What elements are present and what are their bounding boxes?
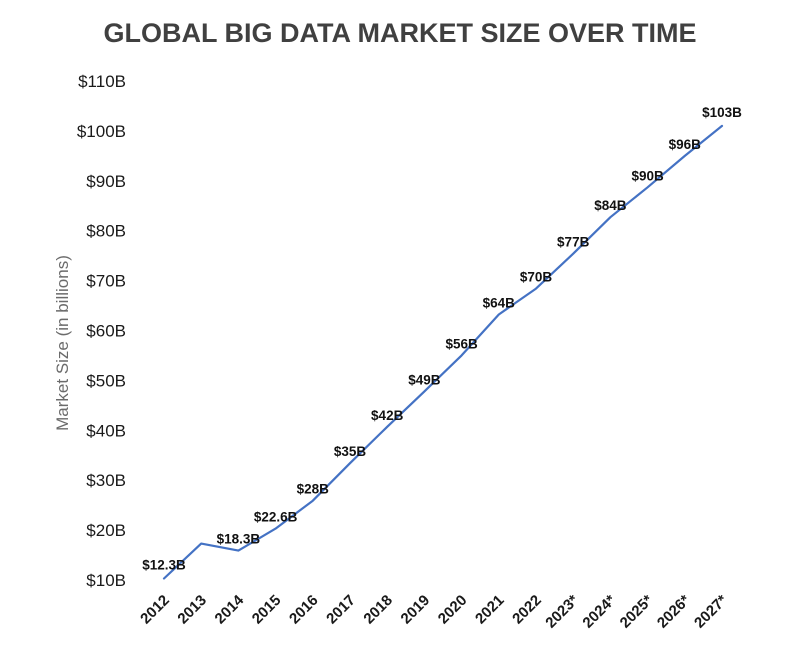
y-tick-label: $30B bbox=[86, 471, 126, 490]
series-line bbox=[162, 124, 724, 580]
data-label: $35B bbox=[334, 444, 367, 459]
y-tick-label: $90B bbox=[86, 172, 126, 191]
data-labels: $12.3B $18.3B $22.6B $28B $35B $42B $49B $56B $6… bbox=[142, 105, 742, 573]
data-label: $70B bbox=[520, 270, 553, 285]
data-label: $96B bbox=[669, 137, 702, 152]
x-tick-label: 2014 bbox=[212, 591, 248, 627]
x-tick-label: 2013 bbox=[174, 592, 210, 628]
y-tick-label: $50B bbox=[86, 371, 126, 390]
y-tick-label: $100B bbox=[77, 122, 126, 141]
y-tick-label: $110B bbox=[78, 72, 126, 91]
x-tick-label: 2020 bbox=[435, 592, 471, 628]
x-axis-ticks: 2012 2013 2014 2015 2016 2017 2018 2019 2020 2021… bbox=[137, 591, 731, 631]
data-label: $84B bbox=[594, 198, 627, 213]
x-tick-label: 2017 bbox=[323, 592, 359, 628]
data-label: $103B bbox=[702, 105, 742, 120]
x-tick-label: 2012 bbox=[137, 592, 173, 628]
chart-title: GLOBAL BIG DATA MARKET SIZE OVER TIME bbox=[104, 18, 697, 48]
data-label: $77B bbox=[557, 235, 590, 250]
x-tick-label: 2022 bbox=[509, 592, 545, 628]
data-label: $28B bbox=[297, 482, 330, 497]
x-tick-label: 2016 bbox=[286, 592, 322, 628]
x-tick-label: 2021 bbox=[472, 592, 508, 628]
y-tick-label: $20B bbox=[86, 521, 126, 540]
x-tick-label: 2024* bbox=[579, 592, 619, 632]
x-tick-label: 2023* bbox=[542, 592, 582, 632]
y-axis-label: Market Size (in billions) bbox=[53, 255, 72, 431]
data-label: $90B bbox=[631, 168, 664, 183]
data-label: $42B bbox=[371, 408, 404, 423]
data-label: $64B bbox=[483, 296, 516, 311]
x-tick-label: 2019 bbox=[398, 592, 434, 628]
x-tick-label: 2015 bbox=[249, 592, 285, 628]
x-tick-label: 2026* bbox=[654, 592, 694, 632]
x-tick-label: 2025* bbox=[617, 592, 657, 632]
y-tick-label: $40B bbox=[86, 421, 126, 440]
x-tick-label: 2027* bbox=[691, 592, 731, 632]
y-tick-label: $70B bbox=[86, 272, 126, 291]
y-tick-label: $10B bbox=[86, 571, 126, 590]
y-tick-label: $60B bbox=[86, 322, 126, 341]
data-label: $12.3B bbox=[142, 558, 186, 573]
data-label: $49B bbox=[408, 372, 441, 387]
x-tick-label: 2018 bbox=[360, 592, 396, 628]
data-label: $18.3B bbox=[217, 532, 261, 547]
y-tick-label: $80B bbox=[86, 222, 126, 241]
data-label: $22.6B bbox=[254, 510, 298, 525]
data-label: $56B bbox=[445, 336, 478, 351]
y-axis-ticks: $10B $20B $30B $40B $50B $60B $70B $80B $90B $100… bbox=[77, 72, 126, 590]
